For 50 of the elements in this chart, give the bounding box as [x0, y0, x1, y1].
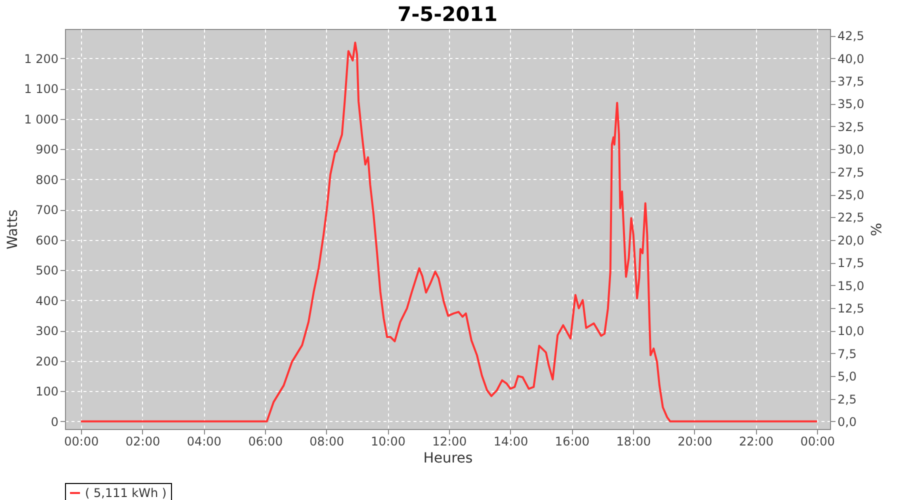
- y-tick-label: 500: [36, 264, 58, 278]
- y2-tick-label: 17,5: [838, 256, 864, 270]
- y-tick-label: 800: [36, 172, 58, 187]
- x-tick-label: 00:00: [800, 434, 835, 448]
- y-tick-label: 1 000: [24, 112, 58, 126]
- y2-tick-label: 32,5: [838, 120, 864, 134]
- chart-title: 7-5-2011: [397, 2, 498, 26]
- y2-tick-label: 25,0: [838, 188, 864, 202]
- y-tick-label: 600: [36, 233, 58, 248]
- x-tick-label: 06:00: [248, 434, 283, 448]
- x-tick-label: 10:00: [370, 434, 406, 448]
- x-tick-label: 02:00: [126, 434, 160, 448]
- legend-label: ( 5,111 kWh ): [85, 486, 167, 500]
- x-tick-label: 22:00: [738, 434, 774, 448]
- x-tick-label: 00:00: [64, 434, 99, 448]
- y2-tick-label: 30,0: [838, 142, 864, 157]
- y2-axis-title: %: [867, 222, 884, 236]
- y2-tick-label: 0,0: [838, 414, 857, 429]
- y2-tick-label: 5,0: [838, 370, 857, 384]
- y2-tick-label: 12,5: [838, 301, 864, 316]
- x-tick-label: 18:00: [616, 434, 651, 448]
- y2-tick-label: 7,5: [838, 346, 857, 361]
- x-tick-label: 12:00: [432, 434, 467, 448]
- y2-tick-label: 15,0: [838, 278, 864, 293]
- y-tick-label: 700: [36, 203, 58, 218]
- x-tick-label: 04:00: [186, 434, 222, 448]
- y-tick-label: 400: [36, 294, 58, 308]
- y2-tick-label: 35,0: [838, 97, 864, 112]
- y2-tick-label: 22,5: [838, 210, 864, 225]
- y2-tick-label: 10,0: [838, 324, 864, 338]
- x-tick-label: 08:00: [310, 434, 344, 448]
- y2-tick-label: 2,5: [838, 392, 857, 406]
- y2-tick-label: 27,5: [838, 165, 864, 180]
- y2-tick-label: 40,0: [838, 52, 864, 66]
- x-tick-label: 14:00: [494, 434, 528, 448]
- y2-tick-label: 20,0: [838, 233, 864, 248]
- line-series: [80, 42, 818, 422]
- y2-tick-label: 37,5: [838, 74, 864, 89]
- y-tick-label: 900: [36, 142, 58, 157]
- x-tick-label: 20:00: [678, 434, 712, 448]
- y-axis-title: Watts: [5, 210, 22, 250]
- y-tick-label: 200: [36, 354, 58, 368]
- x-axis-title: Heures: [423, 450, 473, 466]
- y-tick-label: 0: [50, 414, 58, 429]
- y-tick-label: 300: [36, 324, 58, 338]
- y-tick-label: 100: [36, 384, 58, 399]
- y-tick-label: 1 100: [24, 82, 58, 96]
- x-tick-label: 16:00: [554, 434, 590, 448]
- y-tick-label: 1 200: [24, 52, 58, 66]
- y2-tick-label: 42,5: [838, 29, 864, 44]
